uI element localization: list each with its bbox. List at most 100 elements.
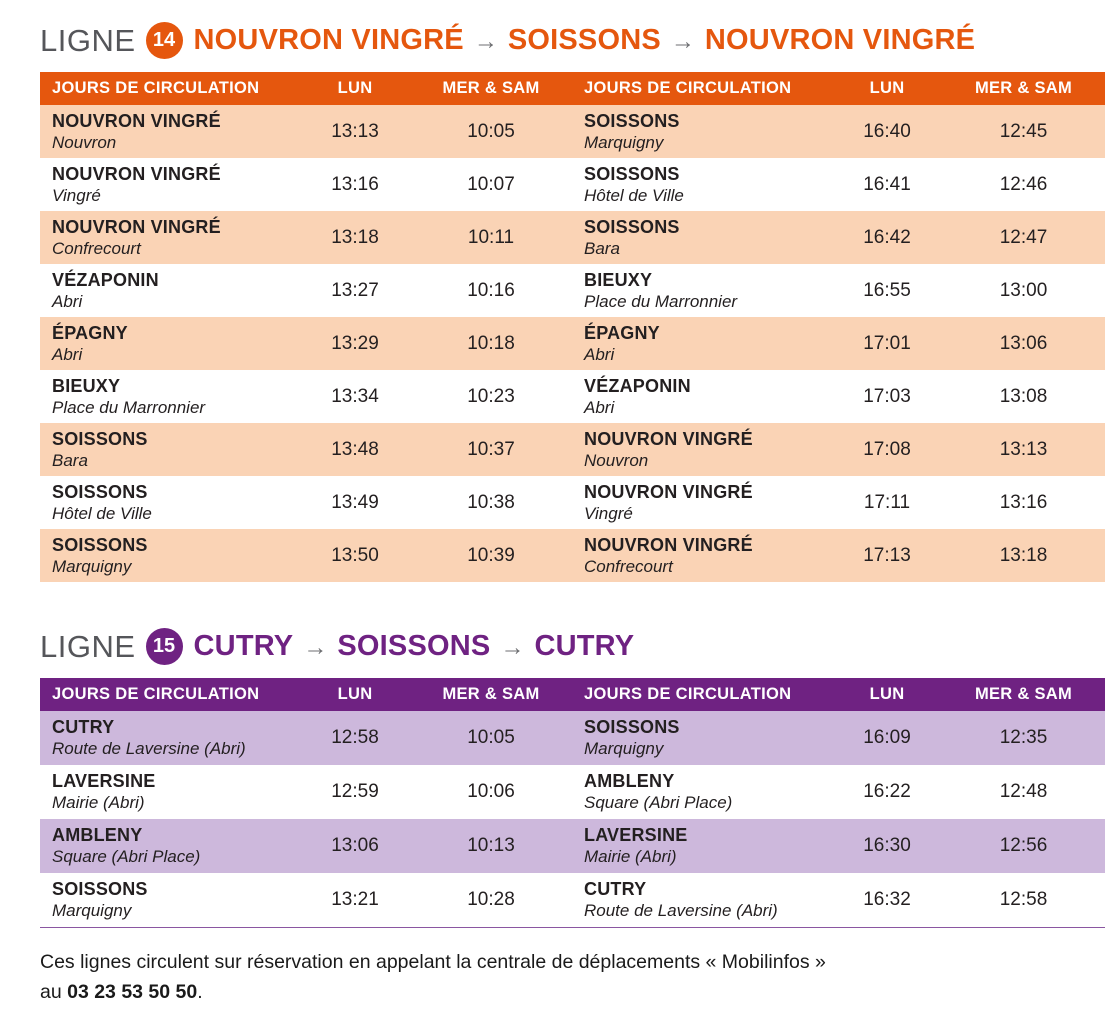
time-mer-sam: 12:56 <box>999 835 1048 856</box>
time-mer-sam: 10:39 <box>467 544 515 566</box>
stop-sub-name: Nouvron <box>584 450 649 470</box>
route-part: NOUVRON VINGRÉ <box>193 24 464 56</box>
column-header-jours-de-circulation: JOURS DE CIRCULATION <box>572 678 832 711</box>
time-lun: 17:01 <box>863 332 911 354</box>
stop-name: NOUVRON VINGRÉ <box>584 481 753 502</box>
time-lun: 13:06 <box>331 835 379 856</box>
line-14-title: LIGNE 14 NOUVRON VINGRÉ → SOISSONS → NOUVRON… <box>40 22 1118 59</box>
column-header-mer-sam: MER & SAM <box>410 72 572 105</box>
time-mer-sam: 13:18 <box>999 544 1048 566</box>
route-part: SOISSONS <box>507 24 661 56</box>
line-number-badge: 15 <box>145 628 183 665</box>
stop-sub-name: Abri <box>584 397 615 417</box>
stop-cell: BIEUXY Place du Marronnier <box>572 264 832 317</box>
time-lun: 17:08 <box>863 438 911 460</box>
column-header-mer-sam: MER & SAM <box>942 678 1105 711</box>
stop-cell: VÉZAPONIN Abri <box>40 264 300 317</box>
stop-name: CUTRY <box>584 878 647 899</box>
stop-cell: NOUVRON VINGRÉ Vingré <box>40 158 300 211</box>
stop-name: SOISSONS <box>584 216 680 237</box>
stop-sub-name: Abri <box>52 291 83 311</box>
stop-cell: CUTRY Route de Laversine (Abri) <box>40 711 300 765</box>
stop-sub-name: Hôtel de Ville <box>52 503 152 523</box>
stop-sub-name: Confrecourt <box>584 556 673 576</box>
phone-number: 03 23 53 50 50 <box>67 980 198 1003</box>
timetable-header: JOURS DE CIRCULATION LUN MER & SAM JOURS DE… <box>40 678 1105 711</box>
stop-cell: NOUVRON VINGRÉ Nouvron <box>40 105 300 158</box>
stop-sub-name: Vingré <box>584 503 633 523</box>
time-lun: 13:48 <box>331 438 379 460</box>
time-mer-sam: 10:06 <box>467 781 515 802</box>
time-mer-sam: 12:35 <box>999 727 1048 748</box>
time-mer-sam: 10:37 <box>467 438 515 460</box>
time-lun: 16:55 <box>863 279 911 301</box>
time-mer-sam: 13:00 <box>999 279 1048 301</box>
stop-name: NOUVRON VINGRÉ <box>52 110 221 131</box>
stop-cell: SOISSONS Hôtel de Ville <box>40 476 300 529</box>
column-header-mer-sam: MER & SAM <box>942 72 1105 105</box>
stop-cell: ÉPAGNY Abri <box>40 317 300 370</box>
route-title: CUTRY → SOISSONS → CUTRY <box>194 630 635 663</box>
column-header-lun: LUN <box>300 72 410 105</box>
time-mer-sam: 10:07 <box>467 173 515 195</box>
time-mer-sam: 12:58 <box>999 888 1048 910</box>
column-header-jours-de-circulation: JOURS DE CIRCULATION <box>40 678 300 711</box>
timetable-page: LIGNE 14 NOUVRON VINGRÉ → SOISSONS → NOUVRON… <box>40 22 1118 1007</box>
route-arrow-icon: → <box>670 27 695 55</box>
stop-sub-name: Nouvron <box>52 132 117 152</box>
timetable-header: JOURS DE CIRCULATION LUN MER & SAM JOURS DE… <box>40 72 1105 105</box>
line-15-section: LIGNE 15 CUTRY → SOISSONS → CUTRY JOURS DE C… <box>40 628 1118 928</box>
column-header-lun: LUN <box>832 678 942 711</box>
stop-cell: BIEUXY Place du Marronnier <box>40 370 300 423</box>
stop-sub-name: Abri <box>52 344 83 364</box>
time-lun: 16:09 <box>863 727 911 748</box>
header-row: JOURS DE CIRCULATION LUN MER & SAM JOURS DE… <box>40 72 1105 105</box>
stop-cell: SOISSONS Marquigny <box>572 711 832 765</box>
stop-sub-name: Marquigny <box>52 556 132 576</box>
line-14-section: LIGNE 14 NOUVRON VINGRÉ → SOISSONS → NOUVRON… <box>40 22 1118 582</box>
time-lun: 13:18 <box>331 226 379 248</box>
stop-sub-name: Vingré <box>52 185 101 205</box>
stop-sub-name: Marquigny <box>584 739 664 759</box>
time-mer-sam: 12:48 <box>999 781 1048 802</box>
time-lun: 13:13 <box>331 120 379 142</box>
stop-cell: VÉZAPONIN Abri <box>572 370 832 423</box>
timetable-row: SOISSONS Hôtel de Ville 13:49 10:38 NOUVRON … <box>40 476 1105 529</box>
reservation-note: Ces lignes circulent sur réservation en … <box>40 947 1078 1007</box>
stop-sub-name: Marquigny <box>52 900 132 920</box>
column-header-lun: LUN <box>832 72 942 105</box>
stop-cell: CUTRY Route de Laversine (Abri) <box>572 873 832 927</box>
ligne-label: LIGNE <box>40 22 136 58</box>
time-lun: 12:59 <box>331 781 379 802</box>
stop-cell: LAVERSINE Mairie (Abri) <box>572 819 832 873</box>
stop-cell: ÉPAGNY Abri <box>572 317 832 370</box>
ligne-label: LIGNE <box>40 628 136 664</box>
stop-name: BIEUXY <box>584 269 653 290</box>
time-lun: 12:58 <box>331 727 379 748</box>
column-header-jours-de-circulation: JOURS DE CIRCULATION <box>572 72 832 105</box>
stop-sub-name: Square (Abri Place) <box>584 793 733 813</box>
time-lun: 16:22 <box>863 781 911 802</box>
stop-cell: LAVERSINE Mairie (Abri) <box>40 765 300 819</box>
timetable-body: NOUVRON VINGRÉ Nouvron 13:13 10:05 SOISSONS M… <box>40 105 1105 582</box>
time-lun: 17:03 <box>863 385 911 407</box>
time-lun: 16:30 <box>863 835 911 856</box>
stop-name: SOISSONS <box>584 110 680 131</box>
stop-cell: AMBLENY Square (Abri Place) <box>40 819 300 873</box>
timetable-body: CUTRY Route de Laversine (Abri) 12:58 10:05… <box>40 711 1105 927</box>
line-15-timetable: JOURS DE CIRCULATION LUN MER & SAM JOURS DE… <box>40 678 1105 928</box>
stop-name: AMBLENY <box>52 825 143 846</box>
timetable-row: SOISSONS Bara 13:48 10:37 NOUVRON VINGRÉ Nouv… <box>40 423 1105 476</box>
route-part: SOISSONS <box>337 630 491 662</box>
stop-sub-name: Bara <box>584 238 620 258</box>
route-arrow-icon: → <box>500 633 525 661</box>
timetable-row: NOUVRON VINGRÉ Nouvron 13:13 10:05 SOISSONS M… <box>40 105 1105 158</box>
time-lun: 16:41 <box>863 173 911 195</box>
reservation-note-line1: Ces lignes circulent sur réservation en … <box>40 950 826 973</box>
time-mer-sam: 13:06 <box>999 332 1048 354</box>
stop-name: ÉPAGNY <box>584 322 660 343</box>
time-lun: 17:11 <box>863 491 911 513</box>
time-lun: 13:16 <box>331 173 379 195</box>
time-mer-sam: 10:23 <box>467 385 515 407</box>
reservation-note-line2: au 03 23 53 50 50. <box>40 977 1078 1007</box>
